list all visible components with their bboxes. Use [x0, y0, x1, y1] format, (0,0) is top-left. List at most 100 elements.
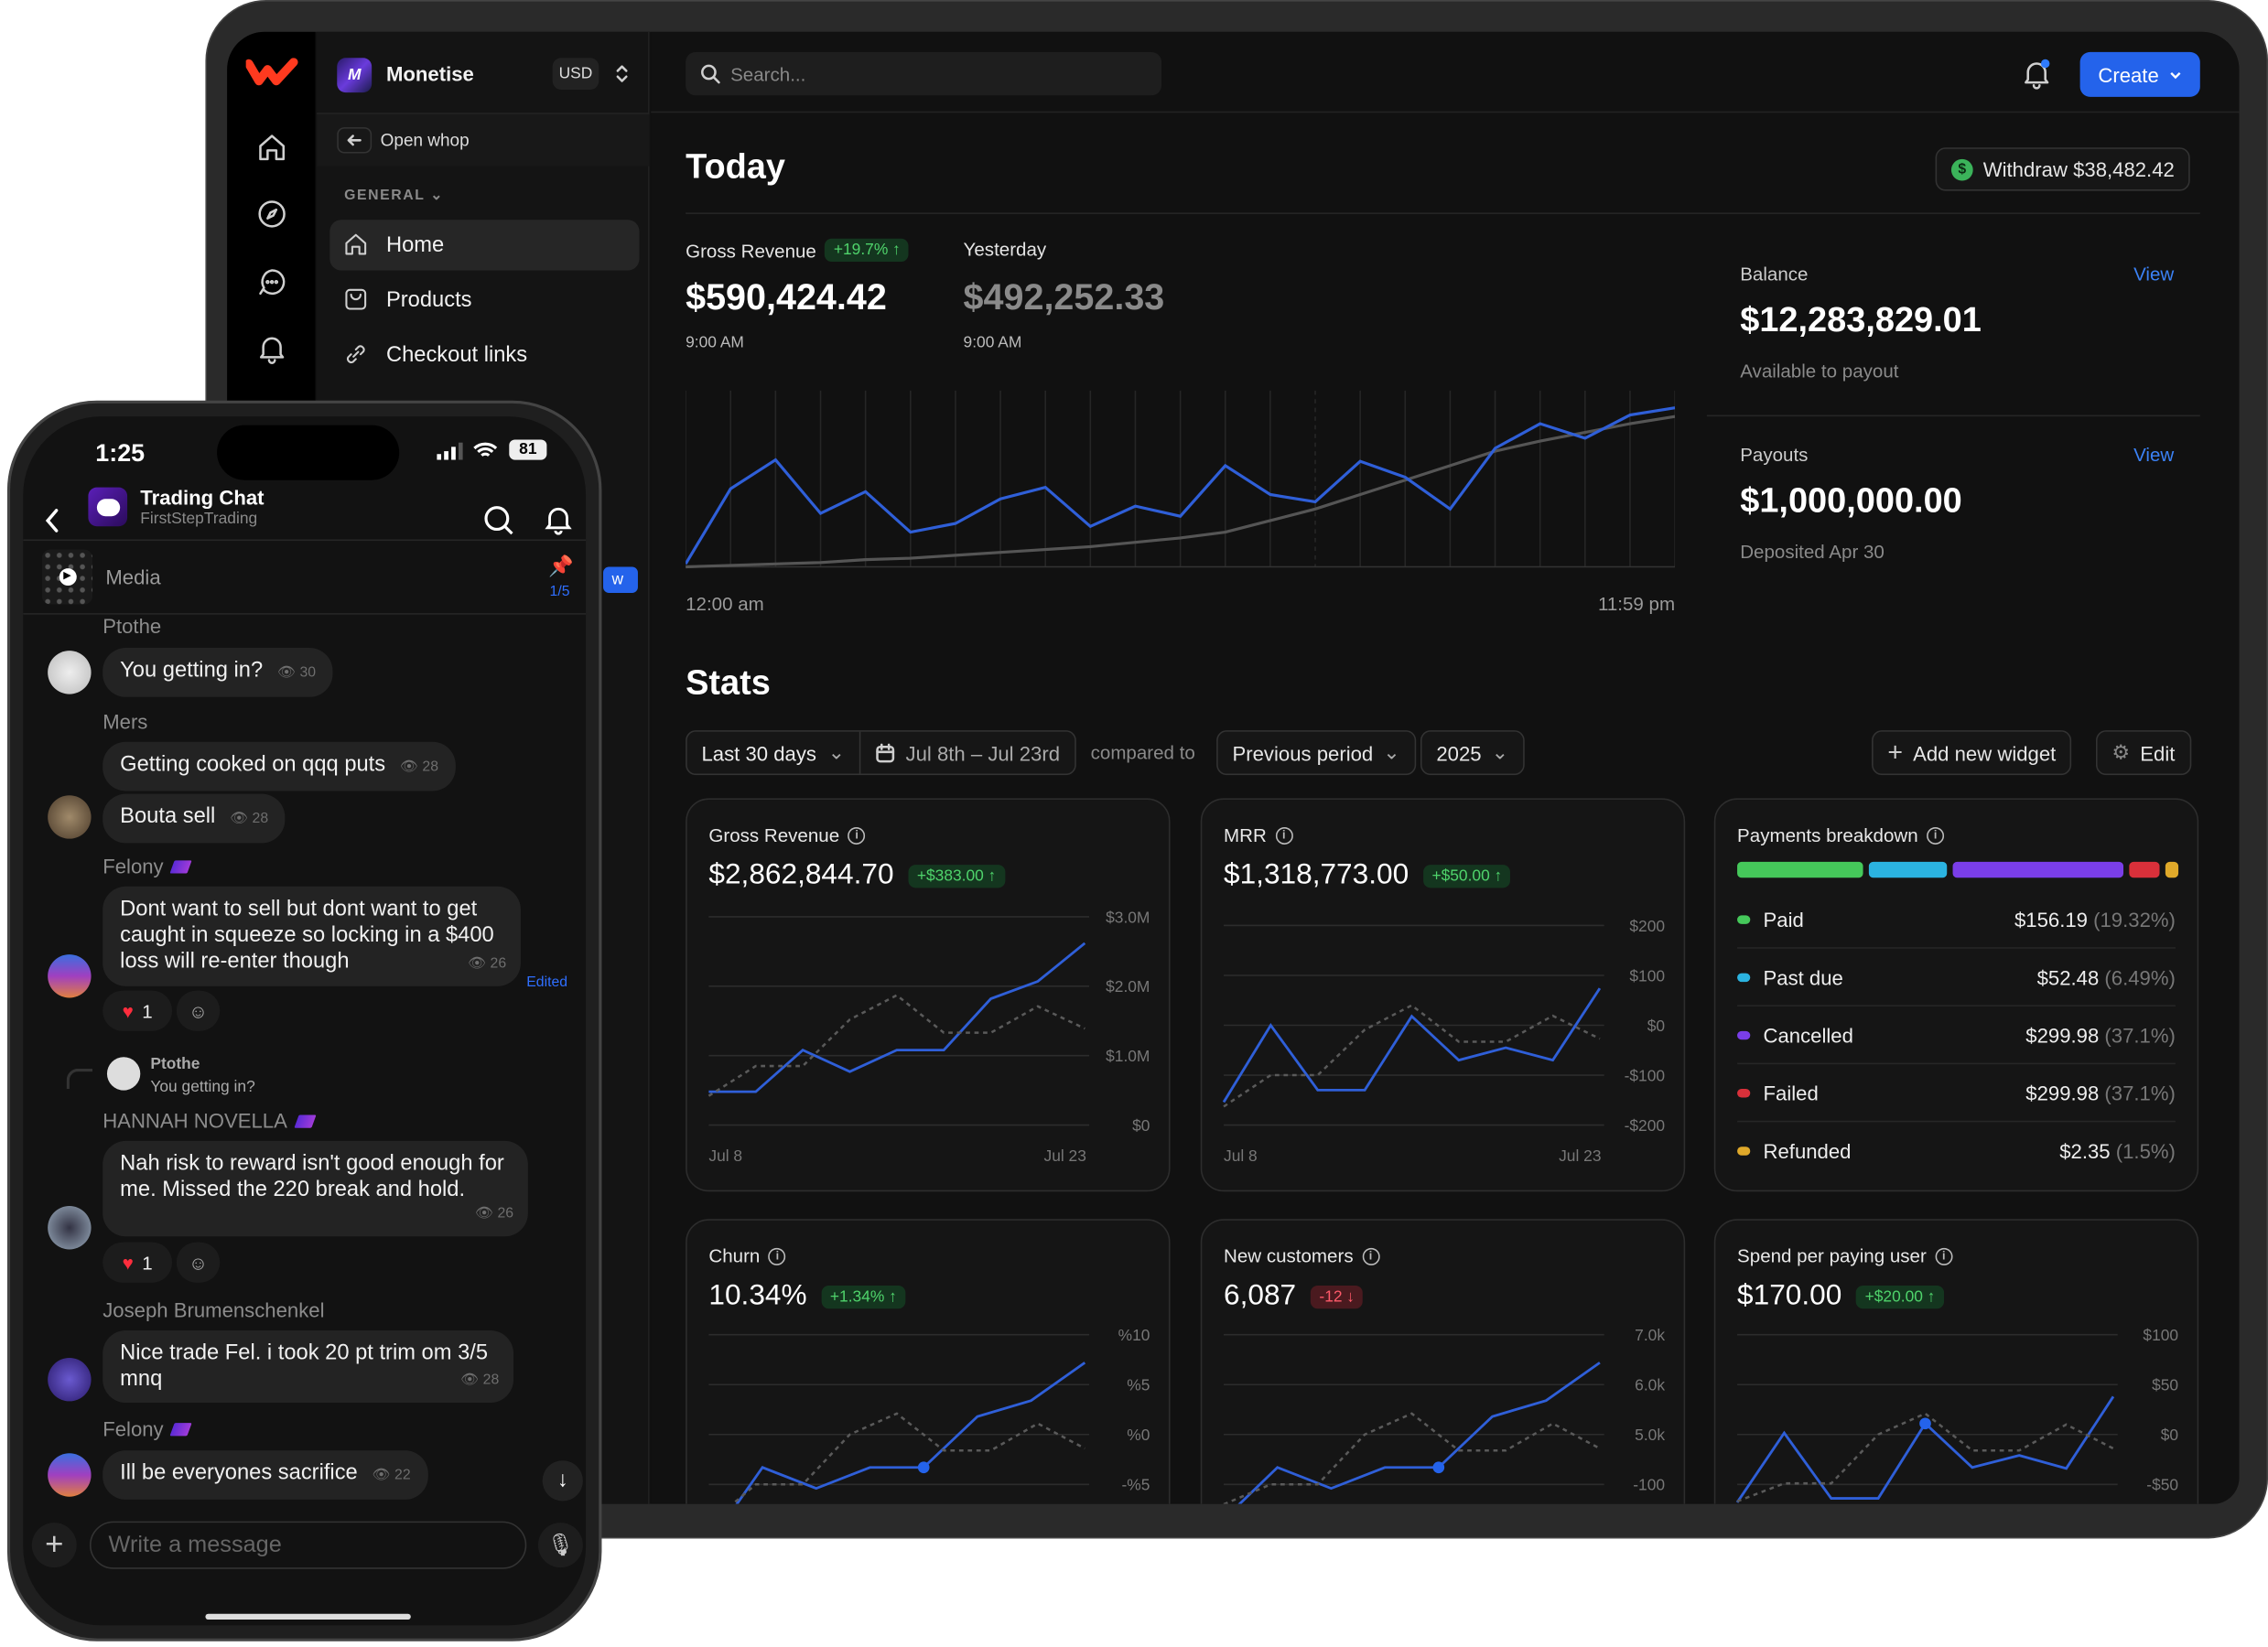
date-input[interactable]: Jul 8th – Jul 23rd: [861, 732, 1075, 774]
avatar[interactable]: [48, 954, 92, 998]
reaction-heart[interactable]: ♥ 1: [103, 990, 173, 1031]
notification-bell-icon[interactable]: [2021, 58, 2053, 90]
views-count: 👁 28: [460, 1372, 500, 1389]
info-icon[interactable]: i: [1927, 826, 1945, 845]
edit-button[interactable]: ⚙ Edit: [2095, 730, 2191, 776]
chevron-up-down-icon[interactable]: [613, 62, 631, 85]
avatar[interactable]: [48, 795, 92, 839]
withdraw-button[interactable]: $ Withdraw $38,482.42: [1935, 147, 2191, 191]
message-author[interactable]: HANNAH NOVELLA: [103, 1109, 316, 1132]
y-tick-label: -%5: [1122, 1476, 1150, 1494]
search-input[interactable]: Search...: [686, 51, 1162, 96]
message-bubble[interactable]: You getting in? 👁 30: [103, 648, 333, 697]
spend-per-paying-user-chart[interactable]: $100 $50 $0 -$50: [1715, 1221, 2198, 1504]
pin-icon[interactable]: 📌: [547, 554, 574, 577]
stat-card-churn: Churn i 10.34% +1.34% ↑ %10 %5 %0 -%5: [686, 1219, 1171, 1504]
add-reaction-button[interactable]: ☺: [176, 1242, 221, 1283]
legend-dot: [1737, 1088, 1751, 1097]
bell-icon[interactable]: [256, 332, 288, 364]
info-icon[interactable]: i: [1935, 1247, 1953, 1265]
avatar[interactable]: [48, 1206, 92, 1250]
bar-segment-refunded[interactable]: [2165, 861, 2179, 878]
message-author[interactable]: Felony: [103, 1417, 192, 1440]
reply-author[interactable]: Ptothe: [150, 1055, 200, 1073]
add-reaction-button[interactable]: ☺: [176, 990, 221, 1031]
compass-icon[interactable]: [256, 199, 288, 231]
info-icon[interactable]: i: [848, 826, 866, 845]
sidebar-item-home[interactable]: [329, 220, 640, 271]
back-chevron-icon[interactable]: [43, 508, 60, 533]
new-customers-chart[interactable]: 7.0k 6.0k 5.0k -100: [1202, 1221, 1685, 1504]
previous-period-line: [1736, 1412, 2114, 1502]
scroll-down-button[interactable]: ↓: [542, 1460, 583, 1502]
mrr-chart[interactable]: $200 $100 $0 -$100 -$200 Jul 8 Jul 23: [1202, 800, 1685, 1191]
reply-text[interactable]: You getting in?: [150, 1078, 255, 1096]
change-badge: +19.7% ↑: [825, 238, 910, 263]
avatar[interactable]: [48, 1357, 92, 1402]
avatar[interactable]: [48, 651, 92, 694]
company-name[interactable]: Monetise: [385, 61, 474, 86]
chat-title[interactable]: Trading Chat: [140, 486, 265, 510]
card-title: New customers: [1224, 1244, 1354, 1267]
attach-plus-button[interactable]: +: [31, 1523, 77, 1568]
message-bubble[interactable]: Nah risk to reward isn't good enough for…: [103, 1140, 528, 1237]
bar-segment-failed[interactable]: [2129, 861, 2160, 878]
home-icon[interactable]: [256, 132, 288, 164]
open-whop-row[interactable]: Open whop: [317, 113, 650, 167]
today-revenue-chart[interactable]: [686, 390, 1676, 570]
payment-row[interactable]: Past due $52.48 (6.49%): [1737, 949, 2176, 1006]
payment-row[interactable]: Cancelled $299.98 (37.1%): [1737, 1006, 2176, 1065]
year-select[interactable]: 2025 ⌄: [1420, 730, 1525, 776]
message-bubble[interactable]: Bouta sell 👁 28: [103, 793, 286, 844]
bell-icon[interactable]: [543, 503, 575, 535]
bar-segment-paid[interactable]: [1737, 861, 1864, 878]
range-select[interactable]: Last 30 days ⌄: [687, 731, 861, 774]
balance-view-link[interactable]: View: [2133, 263, 2175, 285]
message-author[interactable]: Ptothe: [103, 614, 162, 638]
payments-breakdown-card: Payments breakdown i Paid $156.19 (19.32%)…: [1713, 798, 2199, 1192]
section-header[interactable]: GENERAL ⌄: [344, 188, 445, 204]
info-icon[interactable]: i: [1362, 1247, 1380, 1265]
bar-segment-past-due[interactable]: [1869, 861, 1948, 878]
divider: [1706, 414, 2200, 417]
message-author[interactable]: Joseph Brumenschenkel: [103, 1298, 325, 1322]
search-icon[interactable]: [483, 505, 515, 537]
message-author[interactable]: Mers: [103, 709, 148, 734]
message-bubble[interactable]: Ill be everyones sacrifice 👁 22: [103, 1450, 428, 1500]
info-icon[interactable]: i: [1275, 826, 1293, 845]
microphone-icon[interactable]: 🎙: [537, 1523, 583, 1568]
x-axis-start-label: 12:00 am: [686, 592, 764, 615]
media-thumbnail[interactable]: ▶: [41, 549, 93, 605]
payouts-view-link[interactable]: View: [2133, 444, 2175, 466]
avatar[interactable]: [48, 1453, 92, 1497]
info-icon[interactable]: i: [768, 1247, 786, 1265]
message-author[interactable]: Felony: [103, 855, 192, 877]
payouts-label: Payouts: [1740, 444, 1809, 466]
churn-chart[interactable]: %10 %5 %0 -%5: [687, 1221, 1171, 1504]
currency-badge[interactable]: USD: [552, 58, 599, 90]
payment-row[interactable]: Refunded $2.35 (1.5%): [1737, 1122, 2176, 1179]
message-input[interactable]: Write a message: [89, 1521, 527, 1569]
whop-logo-icon[interactable]: [245, 58, 298, 90]
change-badge: +$383.00 ↑: [908, 864, 1005, 888]
payment-row[interactable]: Paid $156.19 (19.32%): [1737, 891, 2176, 949]
add-widget-button[interactable]: + Add new widget: [1872, 730, 2072, 776]
chevron-down-icon: ⌄: [827, 740, 846, 764]
media-label[interactable]: Media: [105, 565, 161, 589]
bar-segment-cancelled[interactable]: [1953, 861, 2123, 878]
message-bubble[interactable]: Getting cooked on qqq puts 👁 28: [103, 741, 456, 791]
comparison-select[interactable]: Previous period ⌄: [1216, 730, 1417, 776]
create-label: Create: [2098, 62, 2159, 87]
message-bubble[interactable]: Nice trade Fel. i took 20 pt trim om 3/5…: [103, 1329, 514, 1403]
partial-button[interactable]: w: [603, 566, 638, 593]
reaction-heart[interactable]: ♥ 1: [103, 1242, 173, 1283]
date-range-picker: Last 30 days ⌄ Jul 8th – Jul 23rd: [686, 730, 1076, 776]
sidebar-item-checkout-links[interactable]: Checkout links: [385, 342, 528, 368]
payment-row[interactable]: Failed $299.98 (37.1%): [1737, 1064, 2176, 1123]
message-bubble[interactable]: Dont want to sell but dont want to get c…: [103, 886, 521, 986]
gross-revenue-chart[interactable]: $3.0M $2.0M $1.0M $0 Jul 8 Jul 23: [687, 800, 1171, 1191]
create-button[interactable]: Create: [2079, 51, 2200, 97]
signal-icon: [437, 442, 463, 460]
sidebar-item-products[interactable]: Products: [385, 287, 472, 313]
chat-icon[interactable]: [256, 266, 288, 298]
